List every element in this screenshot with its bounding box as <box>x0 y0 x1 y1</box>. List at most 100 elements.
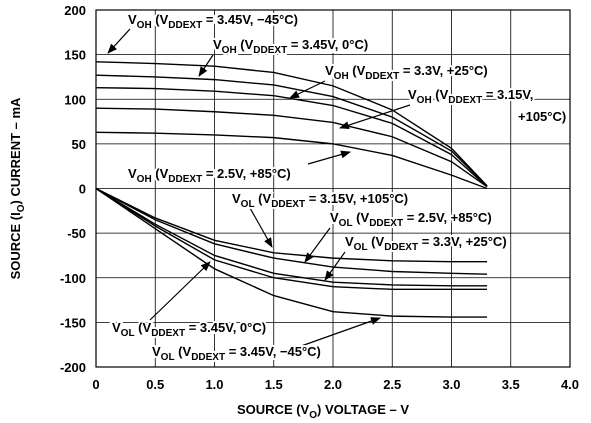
label-part: ) CURRENT – mA <box>8 97 23 205</box>
x-axis-label: SOURCE (VO) VOLTAGE – V <box>237 402 409 421</box>
label-part: V <box>232 191 241 206</box>
y-tick-label: 200 <box>64 3 86 18</box>
label-part: = 3.15V, +105°C) <box>305 191 408 206</box>
label-part: V <box>330 210 339 225</box>
label-part: = 3.15V, <box>482 87 533 102</box>
label-part: (V <box>432 87 449 102</box>
label-part: OH <box>417 95 432 106</box>
label-part: OL <box>241 199 255 210</box>
annotation-arrow <box>289 80 326 99</box>
label-part: V <box>128 12 137 27</box>
label-part: V <box>112 320 121 335</box>
label-part: OH <box>222 45 237 56</box>
x-tick-label: 0 <box>92 377 99 392</box>
label-part: DDEXT <box>253 45 287 56</box>
label-part: OL <box>339 218 353 229</box>
curve <box>95 74 488 187</box>
label-part: V <box>325 63 334 78</box>
annotation: VOL (VDDEXT = 3.3V, +25°C) <box>345 234 507 253</box>
y-tick-label: -200 <box>60 360 86 375</box>
label-part: V <box>408 87 417 102</box>
annotation: VOH (VDDEXT = 3.15V, <box>408 87 533 106</box>
curve <box>95 187 488 263</box>
label-part: (V <box>152 166 169 181</box>
label-part: = 2.5V, +85°C) <box>202 166 291 181</box>
label-part: OL <box>161 352 175 363</box>
label-part: = 3.45V, 0°C) <box>287 37 368 52</box>
annotation: VOL (VDDEXT = 3.45V, 0°C) <box>112 320 266 339</box>
label-part: V <box>128 166 137 181</box>
label-part: DDEXT <box>384 242 418 253</box>
annotation-arrow <box>304 227 331 263</box>
x-tick-label: 3.0 <box>442 377 460 392</box>
label-part: = 3.45V, 0°C) <box>185 320 266 335</box>
curve <box>95 187 488 287</box>
label-part: ) VOLTAGE – V <box>317 402 409 417</box>
annotation-arrow <box>289 317 381 351</box>
label-part: OL <box>354 242 368 253</box>
label-part: O <box>16 204 27 212</box>
y-axis-label: SOURCE (IO) CURRENT – mA <box>8 97 27 279</box>
label-part: (V <box>255 191 272 206</box>
annotation-arrow <box>324 251 346 281</box>
x-tick-label: 3.5 <box>502 377 520 392</box>
y-tick-label: 50 <box>72 137 86 152</box>
label-part: (V <box>135 320 152 335</box>
y-tick-label: 100 <box>64 92 86 107</box>
annotation: VOL (VDDEXT = 3.15V, +105°C) <box>232 191 408 210</box>
curve <box>95 187 488 275</box>
curve <box>95 86 488 188</box>
label-part: OL <box>121 328 135 339</box>
label-part: = 3.3V, +25°C) <box>418 234 507 249</box>
x-tick-label: 4.0 <box>561 377 579 392</box>
x-tick-label: 2.0 <box>324 377 342 392</box>
label-part: (V <box>353 210 370 225</box>
annotation-arrow <box>339 104 411 129</box>
y-tick-label: -150 <box>60 315 86 330</box>
annotation: +105°C) <box>518 109 566 124</box>
curve <box>95 187 488 318</box>
annotation: VOH (VDDEXT = 3.45V, −45°C) <box>128 12 298 31</box>
annotation: VOL (VDDEXT = 2.5V, +85°C) <box>330 210 492 229</box>
annotation-arrow <box>107 28 131 54</box>
label-part: DDEXT <box>168 174 202 185</box>
annotation-arrow <box>198 54 214 77</box>
x-tick-label: 0.5 <box>146 377 164 392</box>
x-tick-label: 1.0 <box>205 377 223 392</box>
annotation: VOH (VDDEXT = 2.5V, +85°C) <box>128 166 291 185</box>
y-tick-label: -50 <box>67 226 86 241</box>
y-tick-label: 150 <box>64 48 86 63</box>
label-part: DDEXT <box>168 20 202 31</box>
label-part: OH <box>137 20 152 31</box>
label-part: (V <box>175 344 192 359</box>
label-part: OH <box>137 174 152 185</box>
annotation-arrow <box>307 150 351 165</box>
label-part: = 3.45V, −45°C) <box>202 12 298 27</box>
label-part: DDEXT <box>365 71 399 82</box>
annotation: VOH (VDDEXT = 3.3V, +25°C) <box>325 63 488 82</box>
label-part: = 3.45V, −45°C) <box>225 344 321 359</box>
annotation: VOH (VDDEXT = 3.45V, 0°C) <box>213 37 368 56</box>
label-part: +105°C) <box>518 109 566 124</box>
curve <box>95 131 488 190</box>
label-part: DDEXT <box>448 95 482 106</box>
annotation-arrow <box>249 207 273 248</box>
label-part: OH <box>334 71 349 82</box>
label-part: (V <box>349 63 366 78</box>
label-part: DDEXT <box>271 199 305 210</box>
annotation: VOL (VDDEXT = 3.45V, −45°C) <box>152 344 321 363</box>
curve <box>95 187 488 291</box>
label-part: DDEXT <box>191 352 225 363</box>
label-part: O <box>309 410 317 421</box>
y-tick-label: 0 <box>79 182 86 197</box>
label-part: SOURCE (V <box>237 402 310 417</box>
label-part: V <box>152 344 161 359</box>
label-part: = 2.5V, +85°C) <box>403 210 492 225</box>
label-part: DDEXT <box>369 218 403 229</box>
label-part: (V <box>152 12 169 27</box>
curve <box>95 107 488 188</box>
label-part: V <box>213 37 222 52</box>
x-tick-label: 1.5 <box>265 377 283 392</box>
y-tick-label: -100 <box>60 271 86 286</box>
